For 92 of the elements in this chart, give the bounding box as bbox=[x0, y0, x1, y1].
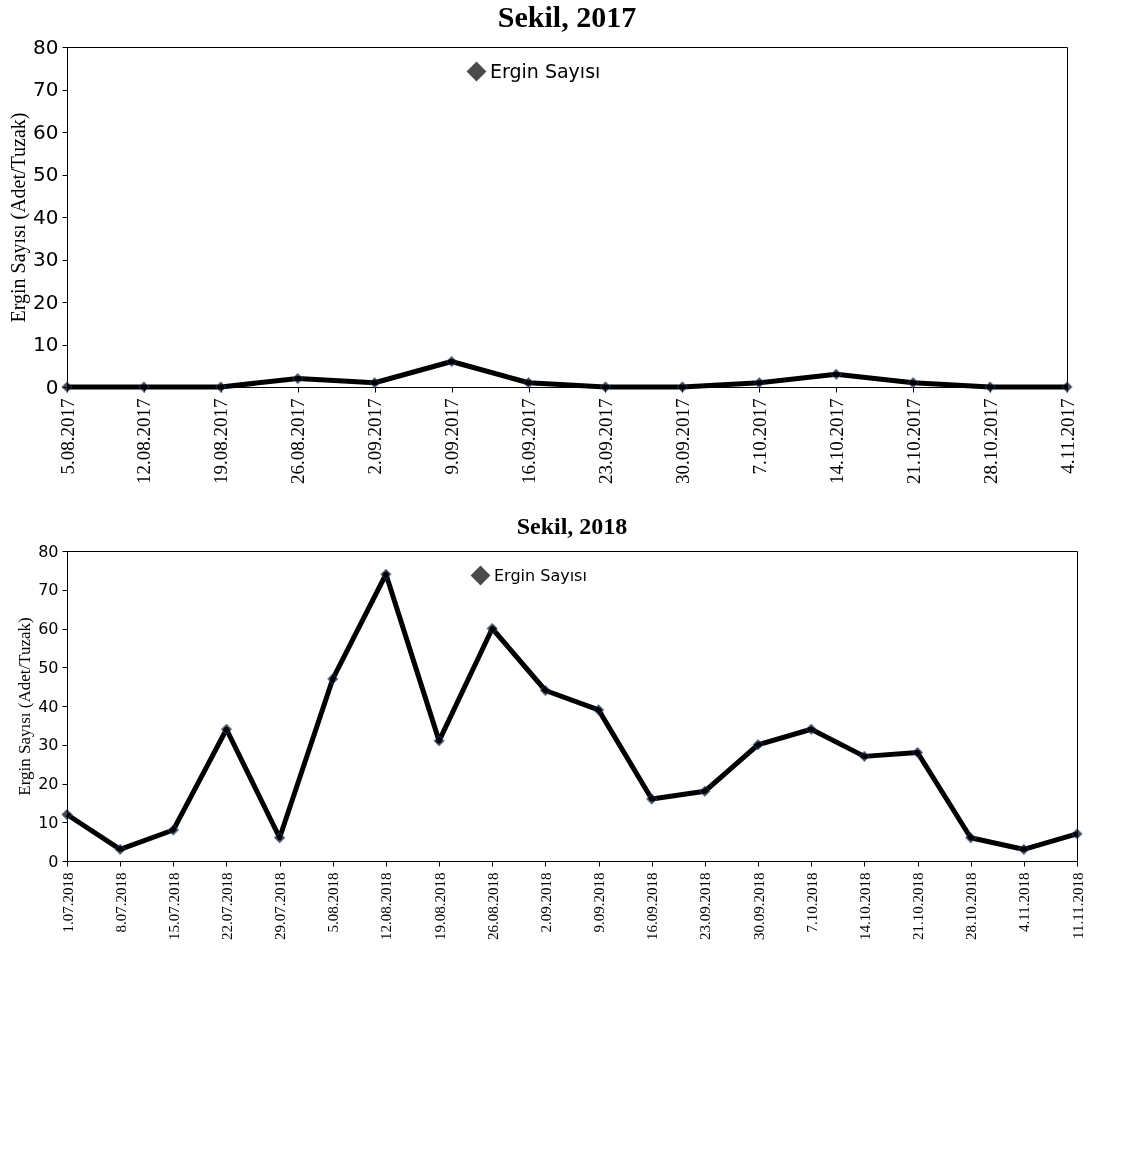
x-tick-label: 26.08.2018 bbox=[484, 872, 501, 940]
x-tick-label: 12.08.2017 bbox=[133, 398, 155, 484]
point bbox=[486, 622, 499, 635]
y-tick-label: 30 bbox=[38, 735, 59, 755]
y-axis-title: Ergin Sayısı (Adet/Tuzak) bbox=[7, 112, 31, 323]
point bbox=[984, 381, 996, 393]
chart-title: Sekil, 2017 bbox=[497, 0, 637, 33]
y-tick-label: 10 bbox=[33, 332, 59, 356]
x-tick-label: 14.10.2017 bbox=[825, 398, 847, 484]
y-tick-label: 60 bbox=[33, 119, 59, 144]
x-tick-label: 9.09.2018 bbox=[591, 872, 608, 933]
point bbox=[907, 377, 919, 389]
x-tick-label: 14.10.2018 bbox=[856, 872, 873, 940]
y-axis-title: Ergin Sayısı (Adet/Tuzak) bbox=[15, 617, 35, 796]
x-tick-label: 16.09.2017 bbox=[518, 398, 540, 484]
point bbox=[599, 381, 612, 393]
x-tick-label: 28.10.2018 bbox=[963, 872, 980, 940]
y-tick-label: 50 bbox=[33, 162, 59, 186]
y-tick-label: 20 bbox=[33, 289, 59, 314]
legend-label: Ergin Sayısı bbox=[494, 565, 587, 585]
y-tick-label: 30 bbox=[33, 247, 59, 271]
y-tick-label: 60 bbox=[38, 619, 59, 638]
x-tick-label: 7.10.2017 bbox=[748, 398, 770, 475]
x-tick-label: 5.08.2017 bbox=[56, 398, 78, 475]
point bbox=[61, 381, 73, 393]
point bbox=[220, 723, 233, 735]
legend-label: Ergin Sayısı bbox=[490, 59, 601, 82]
point bbox=[1018, 843, 1030, 856]
point bbox=[273, 832, 286, 844]
x-tick-label: 1.07.2018 bbox=[59, 872, 76, 933]
x-tick-label: 29.07.2018 bbox=[272, 872, 289, 940]
point bbox=[911, 746, 924, 759]
y-tick-label: 20 bbox=[38, 774, 59, 793]
point bbox=[645, 793, 658, 805]
point bbox=[292, 372, 304, 385]
y-tick-label: 40 bbox=[38, 696, 59, 716]
x-tick-label: 11.11.2018 bbox=[1069, 872, 1086, 939]
point bbox=[167, 824, 180, 836]
y-tick-label: 10 bbox=[38, 812, 59, 832]
point bbox=[522, 377, 535, 389]
point bbox=[964, 832, 977, 844]
y-tick-label: 70 bbox=[38, 580, 59, 600]
point bbox=[114, 843, 126, 856]
x-tick-label: 23.09.2018 bbox=[697, 872, 714, 940]
x-tick-label: 28.10.2017 bbox=[979, 398, 1001, 484]
point bbox=[858, 750, 871, 763]
x-tick-label: 2.09.2018 bbox=[537, 872, 554, 933]
x-tick-label: 16.09.2018 bbox=[644, 872, 661, 940]
point bbox=[1061, 381, 1073, 393]
x-tick-label: 22.07.2018 bbox=[218, 872, 235, 940]
x-tick-label: 21.10.2017 bbox=[902, 398, 924, 484]
y-tick-label: 50 bbox=[38, 657, 59, 677]
x-tick-label: 12.08.2018 bbox=[378, 872, 395, 940]
y-tick-label: 80 bbox=[33, 34, 59, 59]
y-tick-label: 40 bbox=[33, 204, 59, 229]
point bbox=[138, 381, 150, 393]
y-tick-label: 80 bbox=[38, 541, 59, 561]
x-tick-label: 21.10.2018 bbox=[910, 872, 927, 940]
x-tick-label: 2.09.2017 bbox=[364, 398, 386, 475]
x-tick-label: 30.09.2018 bbox=[750, 872, 767, 940]
point bbox=[753, 377, 766, 389]
y-tick-label: 0 bbox=[48, 851, 59, 871]
x-tick-label: 30.09.2017 bbox=[671, 398, 693, 484]
point bbox=[699, 785, 711, 797]
point bbox=[433, 735, 445, 747]
point bbox=[61, 808, 73, 821]
x-tick-label: 4.11.2017 bbox=[1056, 398, 1078, 474]
x-tick-label: 9.09.2017 bbox=[441, 398, 463, 475]
x-tick-label: 7.10.2018 bbox=[803, 872, 820, 933]
point bbox=[368, 377, 381, 389]
point bbox=[830, 368, 842, 380]
x-tick-label: 26.08.2017 bbox=[287, 398, 309, 484]
x-tick-label: 19.08.2017 bbox=[210, 398, 232, 484]
y-tick-label: 0 bbox=[45, 374, 59, 399]
x-tick-label: 23.09.2017 bbox=[594, 398, 616, 484]
x-tick-label: 5.08.2018 bbox=[325, 872, 342, 933]
x-tick-label: 8.07.2018 bbox=[112, 872, 129, 933]
y-tick-label: 70 bbox=[33, 77, 59, 101]
point bbox=[539, 684, 552, 697]
chart-title: Sekil, 2018 bbox=[516, 513, 628, 539]
point bbox=[380, 568, 392, 580]
point bbox=[327, 673, 339, 685]
point bbox=[1071, 828, 1083, 840]
point bbox=[215, 381, 227, 393]
point bbox=[445, 355, 458, 368]
point bbox=[676, 381, 689, 393]
x-tick-label: 15.07.2018 bbox=[165, 872, 182, 940]
point bbox=[752, 739, 764, 751]
point bbox=[592, 704, 605, 716]
x-tick-label: 4.11.2018 bbox=[1016, 872, 1033, 932]
point bbox=[805, 723, 817, 735]
x-tick-label: 19.08.2018 bbox=[431, 872, 448, 940]
